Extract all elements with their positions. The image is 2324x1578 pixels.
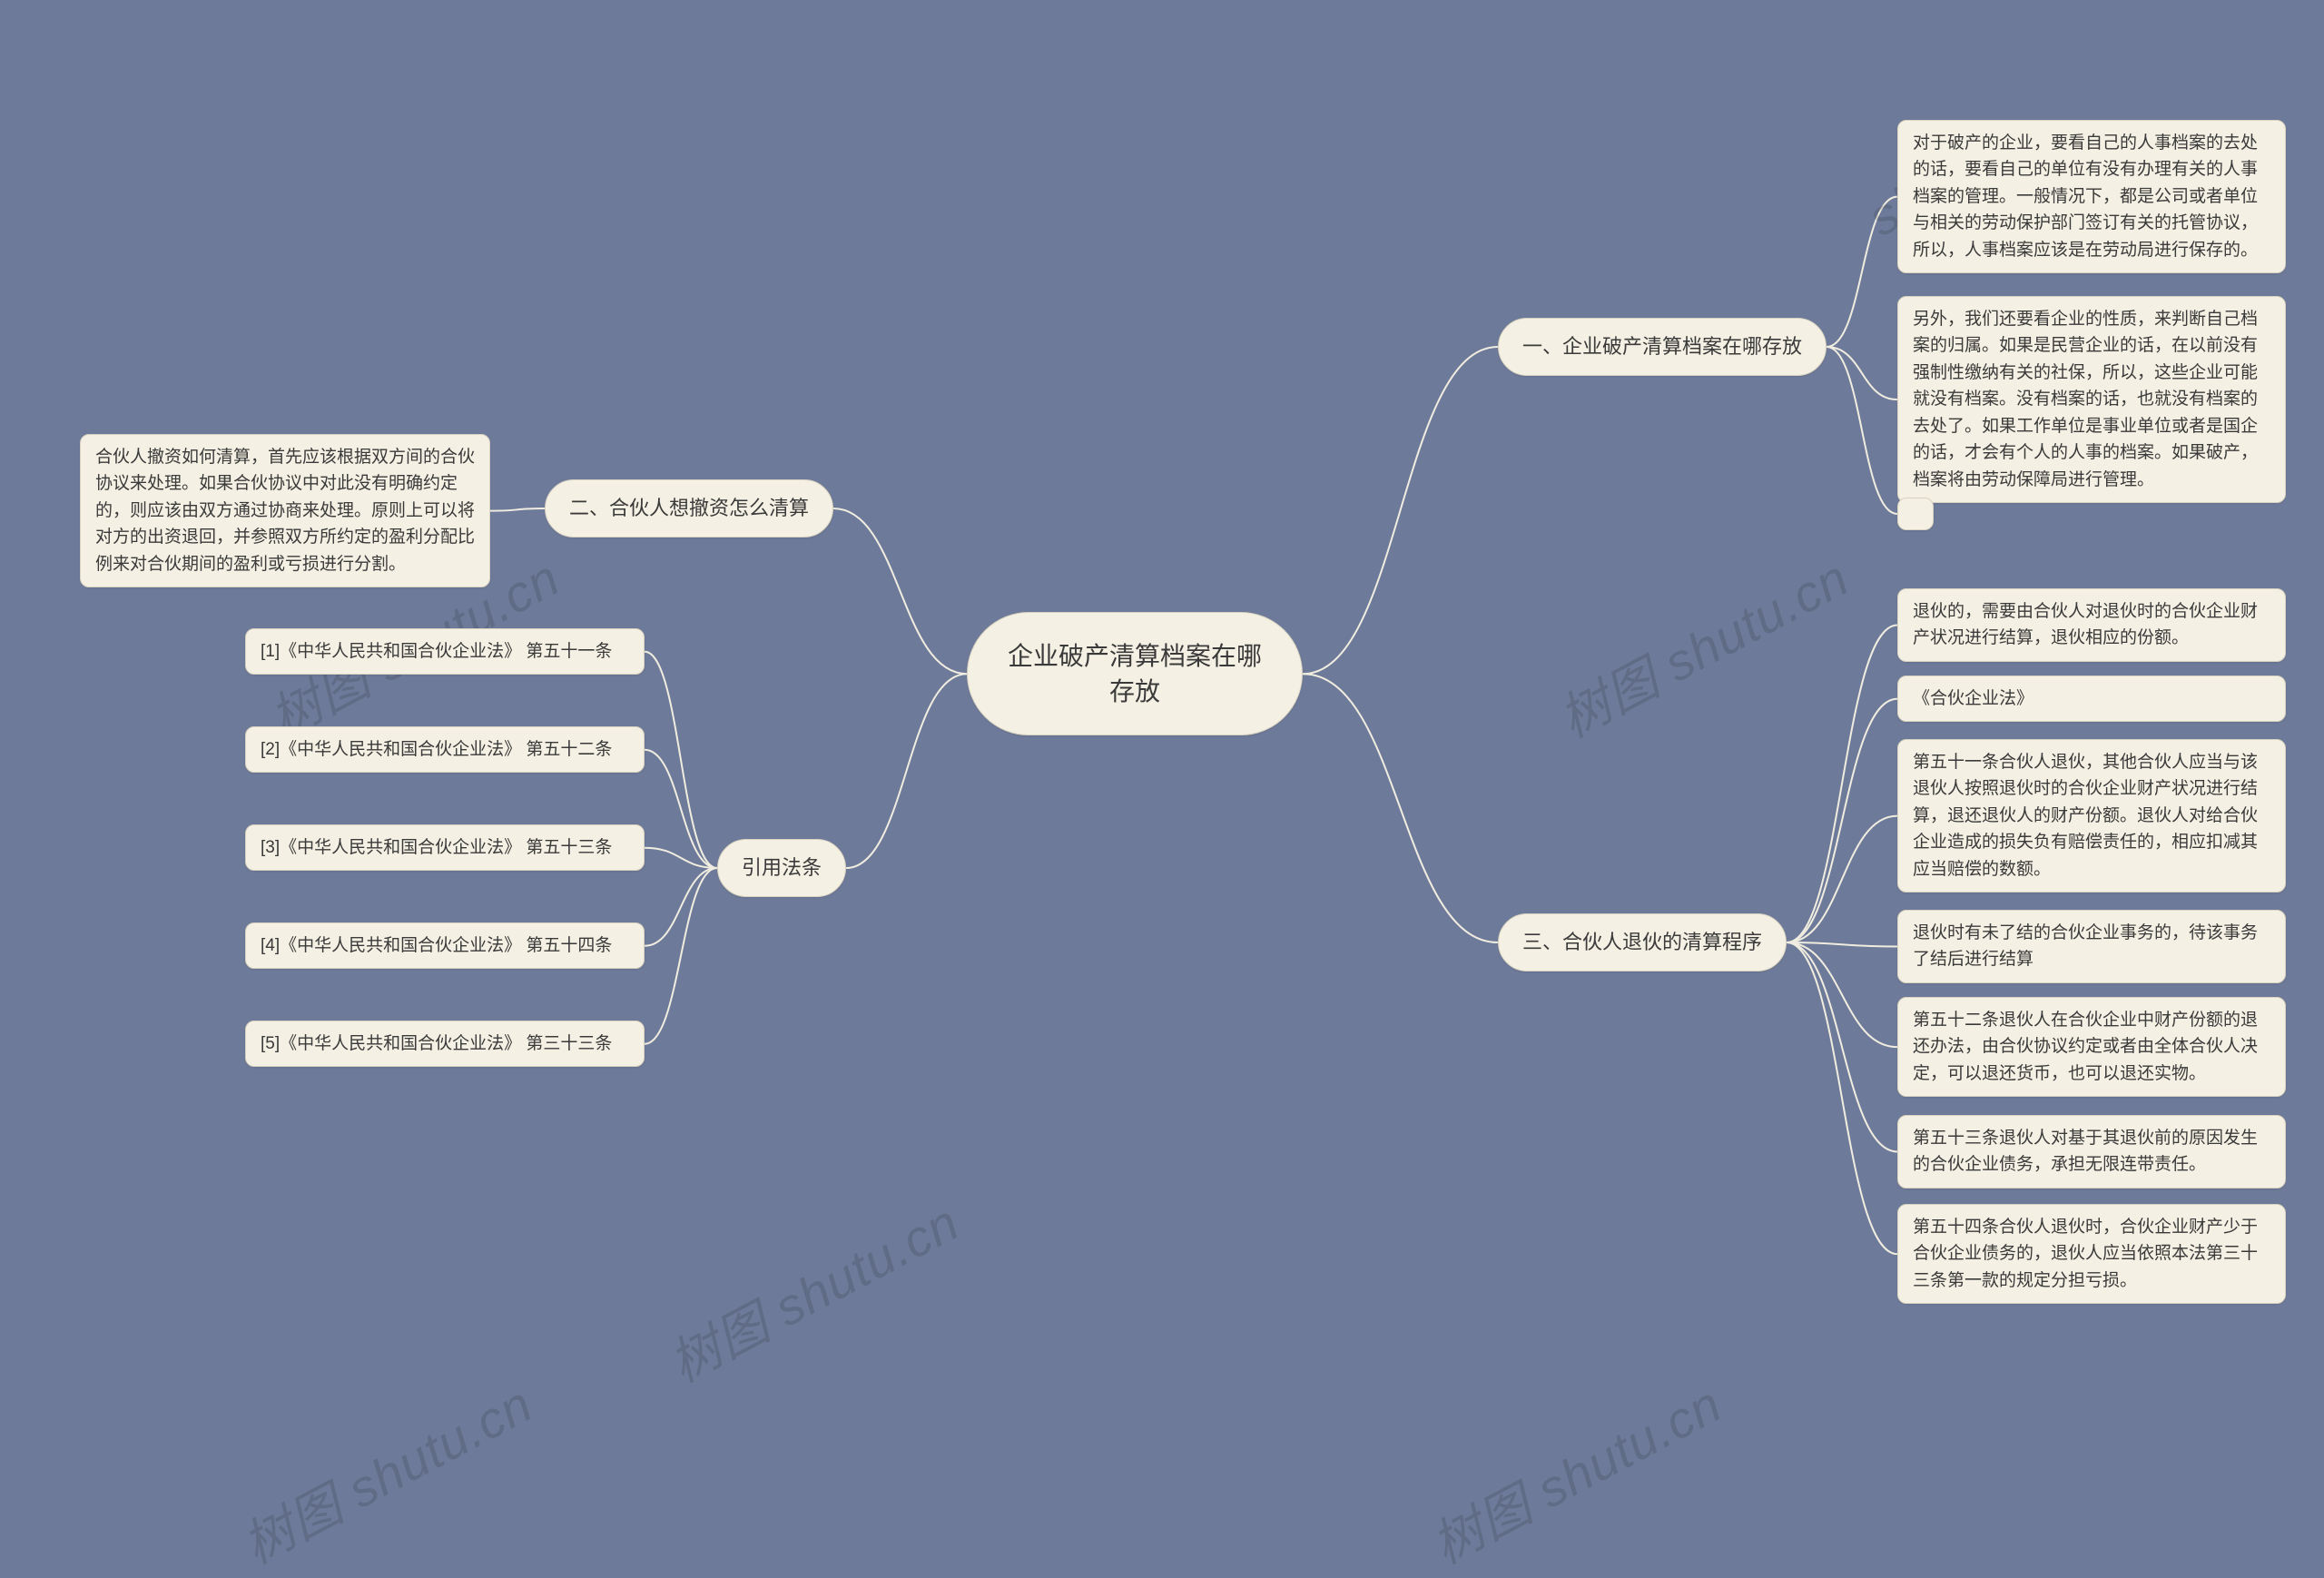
leaf-node[interactable]: 退伙时有未了结的合伙企业事务的，待该事务了结后进行结算: [1897, 910, 2286, 983]
leaf-node[interactable]: [4]《中华人民共和国合伙企业法》 第五十四条: [245, 922, 645, 969]
leaf-node[interactable]: [5]《中华人民共和国合伙企业法》 第三十三条: [245, 1021, 645, 1067]
leaf-node[interactable]: 合伙人撤资如何清算，首先应该根据双方间的合伙协议来处理。如果合伙协议中对此没有明…: [80, 434, 490, 587]
leaf-node[interactable]: 对于破产的企业，要看自己的人事档案的去处的话，要看自己的单位有没有办理有关的人事…: [1897, 120, 2286, 273]
watermark: 树图 shutu.cn: [1417, 1365, 1732, 1578]
leaf-node[interactable]: 第五十二条退伙人在合伙企业中财产份额的退还办法，由合伙协议约定或者由全体合伙人决…: [1897, 997, 2286, 1097]
leaf-node[interactable]: [3]《中华人民共和国合伙企业法》 第五十三条: [245, 824, 645, 871]
leaf-node[interactable]: 另外，我们还要看企业的性质，来判断自己档案的归属。如果是民营企业的话，在以前没有…: [1897, 296, 2286, 503]
mindmap-canvas: 树图 shutu.cn 树图 shutu.cn 树图 shutu.cn 树图 s…: [0, 0, 2324, 1460]
leaf-node[interactable]: 退伙的，需要由合伙人对退伙时的合伙企业财产状况进行结算，退伙相应的份额。: [1897, 588, 2286, 662]
branch-node-2[interactable]: 二、合伙人想撤资怎么清算: [545, 479, 833, 538]
watermark: 树图 shutu.cn: [655, 1183, 970, 1397]
leaf-node[interactable]: 《合伙企业法》: [1897, 676, 2286, 722]
leaf-node[interactable]: 第五十四条合伙人退伙时，合伙企业财产少于合伙企业债务的，退伙人应当依照本法第三十…: [1897, 1204, 2286, 1304]
leaf-node-empty[interactable]: [1897, 498, 1934, 530]
watermark: 树图 shutu.cn: [228, 1365, 543, 1578]
leaf-node[interactable]: 第五十三条退伙人对基于其退伙前的原因发生的合伙企业债务，承担无限连带责任。: [1897, 1115, 2286, 1188]
leaf-node[interactable]: [1]《中华人民共和国合伙企业法》 第五十一条: [245, 628, 645, 675]
branch-node-1[interactable]: 一、企业破产清算档案在哪存放: [1498, 318, 1827, 376]
branch-node-3[interactable]: 三、合伙人退伙的清算程序: [1498, 913, 1787, 971]
leaf-node[interactable]: [2]《中华人民共和国合伙企业法》 第五十二条: [245, 726, 645, 773]
leaf-node[interactable]: 第五十一条合伙人退伙，其他合伙人应当与该退伙人按照退伙时的合伙企业财产状况进行结…: [1897, 739, 2286, 893]
branch-node-4[interactable]: 引用法条: [717, 839, 846, 897]
watermark: 树图 shutu.cn: [1544, 538, 1859, 753]
root-node[interactable]: 企业破产清算档案在哪存放: [967, 612, 1303, 735]
